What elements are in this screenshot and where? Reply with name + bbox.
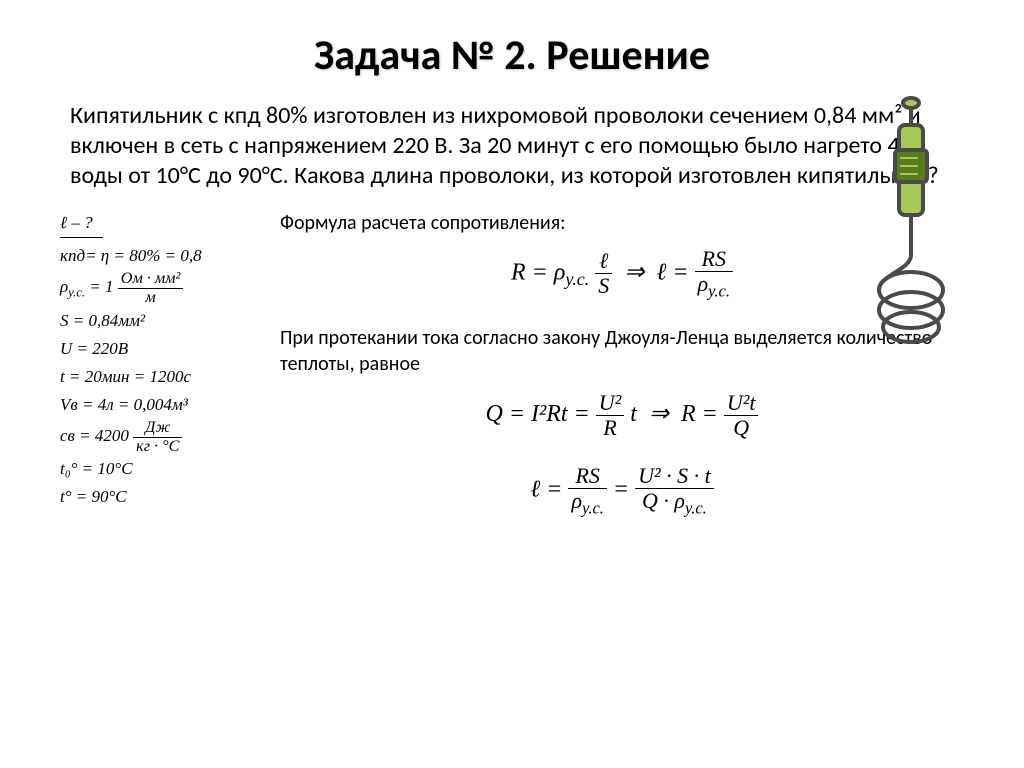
find-line: ℓ – ? [60,209,103,238]
t0-line: t₀° = 10°С [60,459,133,478]
rho-line: ρу.с. = 1 Ом · мм²м [60,277,183,296]
t-line: t = 20мин = 1200с [60,367,191,386]
S-line: S = 0,84мм² [60,311,145,330]
kettle-icon [859,95,964,345]
solution-column: Формула расчета сопротивления: R = ρу.с.… [250,201,964,542]
t1-line: t° = 90°С [60,487,127,506]
given-column: ℓ – ? кпд= η = 80% = 0,8 ρу.с. = 1 Ом · … [60,201,250,542]
kpd-label: кпд= η = 80% = 0,8 [60,246,202,265]
V-line: Vв = 4л = 0,004м³ [60,395,188,414]
heat-formula: Q = I²Rt = U²R t ⇒ R = U²tQ [280,391,964,440]
U-line: U = 220В [60,339,128,358]
length-formula: ℓ = RSρу.с. = U² · S · tQ · ρу.с. [280,464,964,518]
page-title: Задача № 2. Решение [0,0,1024,81]
c-line: cв = 4200 Джкг · °С [60,426,182,445]
